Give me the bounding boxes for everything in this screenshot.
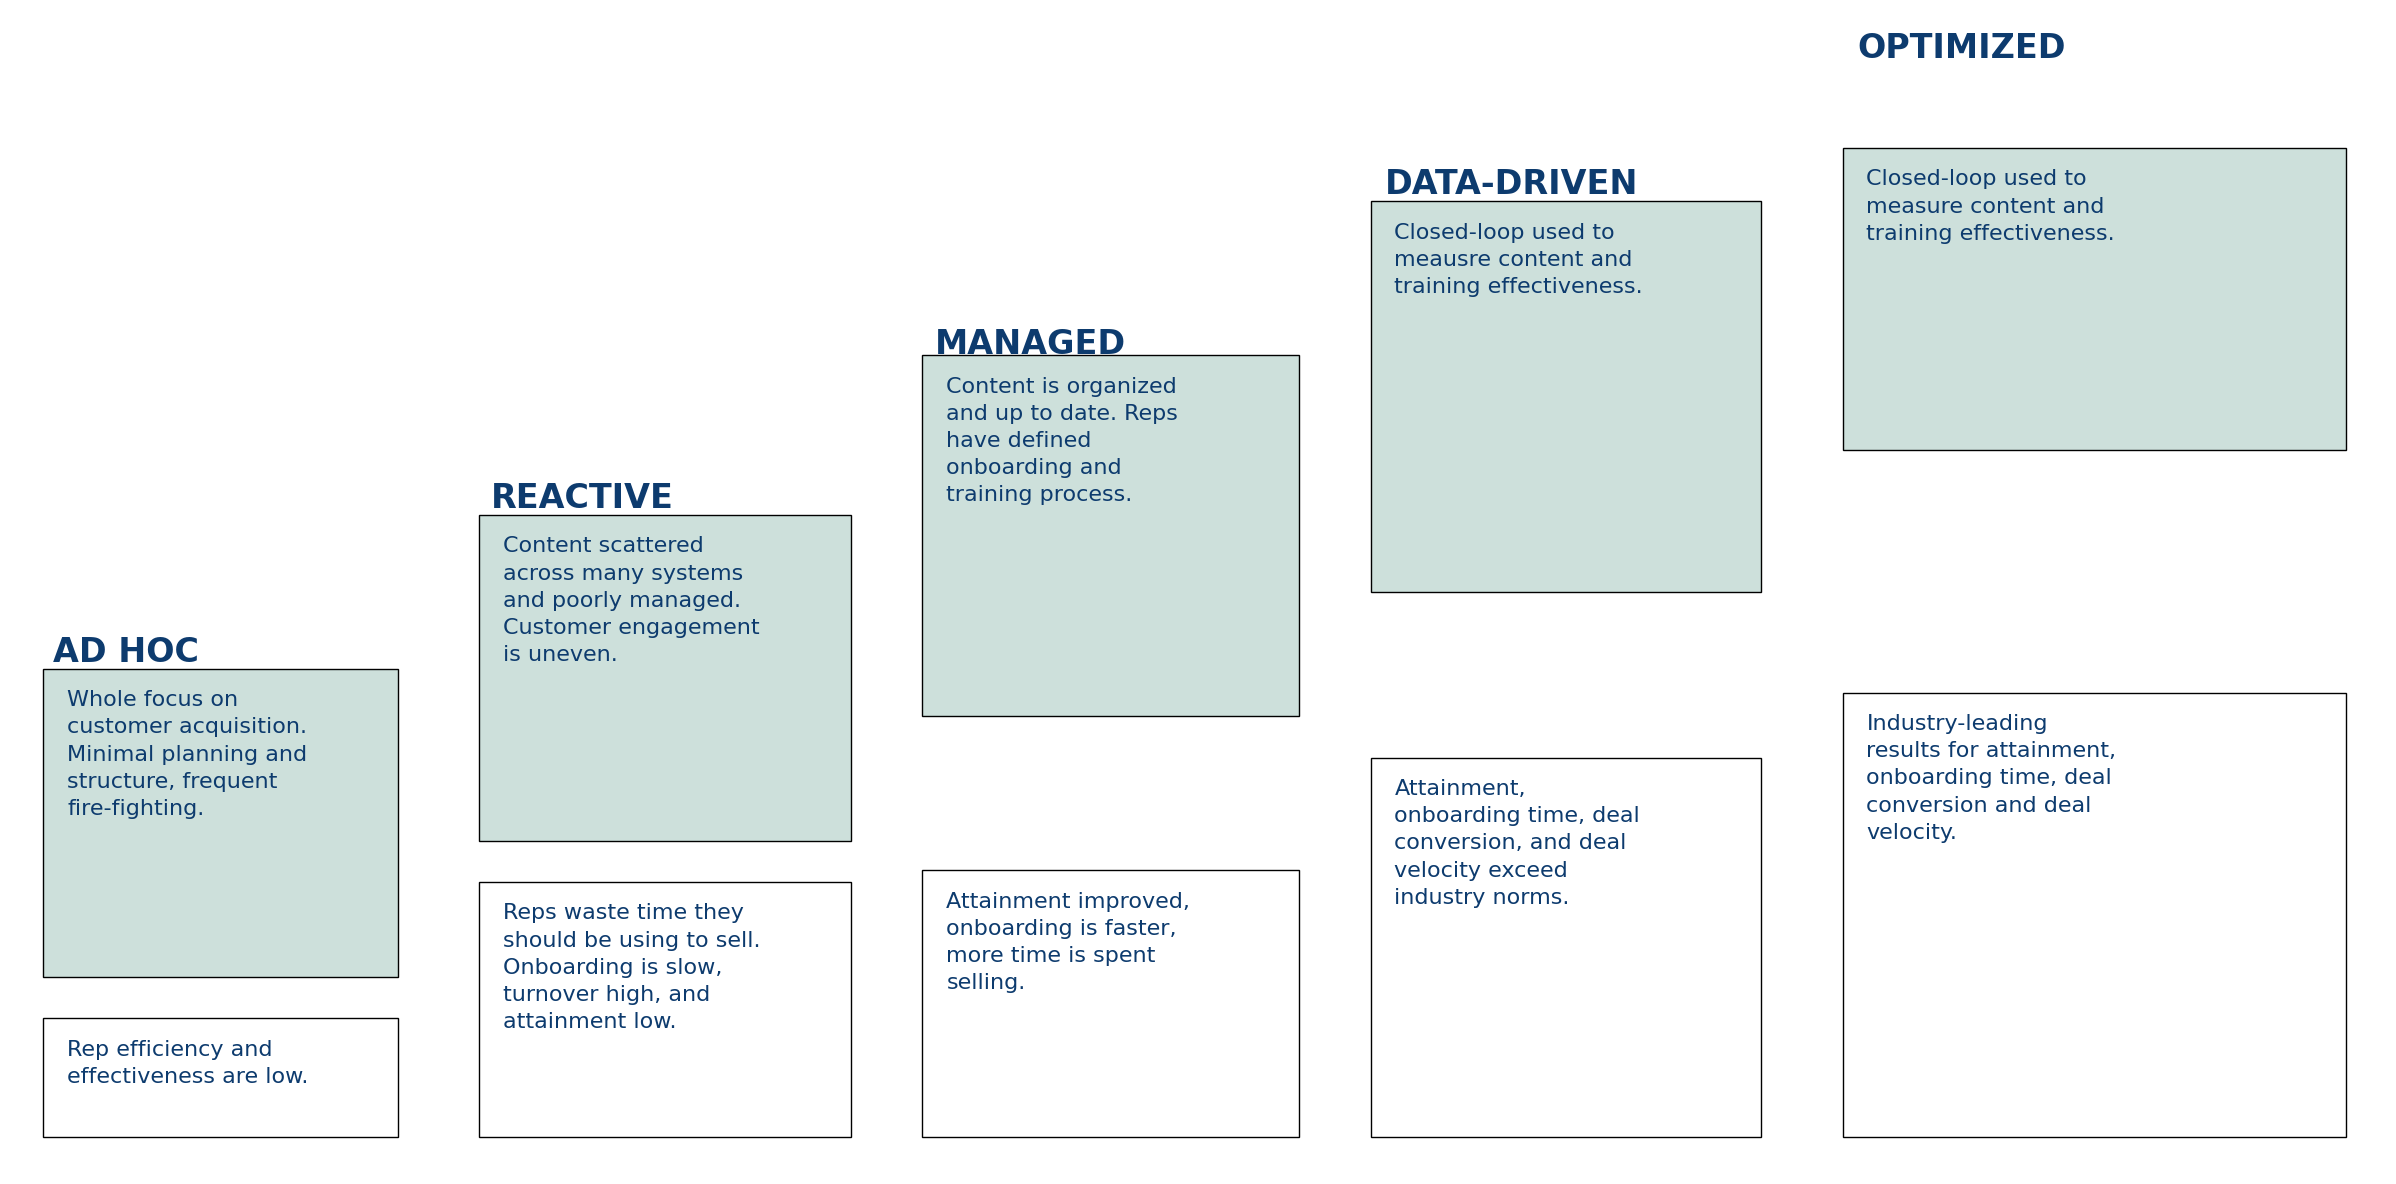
FancyBboxPatch shape	[922, 870, 1299, 1137]
Text: Content scattered
across many systems
and poorly managed.
Customer engagement
is: Content scattered across many systems an…	[503, 536, 760, 665]
Text: Reps waste time they
should be using to sell.
Onboarding is slow,
turnover high,: Reps waste time they should be using to …	[503, 903, 760, 1032]
Text: OPTIMIZED: OPTIMIZED	[1857, 32, 2065, 65]
FancyBboxPatch shape	[1843, 693, 2346, 1137]
FancyBboxPatch shape	[1843, 148, 2346, 450]
Text: Attainment,
onboarding time, deal
conversion, and deal
velocity exceed
industry : Attainment, onboarding time, deal conver…	[1394, 779, 1641, 908]
Text: Industry-leading
results for attainment,
onboarding time, deal
conversion and de: Industry-leading results for attainment,…	[1866, 714, 2116, 843]
FancyBboxPatch shape	[922, 355, 1299, 716]
Text: AD HOC: AD HOC	[53, 636, 199, 669]
Text: Rep efficiency and
effectiveness are low.: Rep efficiency and effectiveness are low…	[67, 1040, 309, 1087]
FancyBboxPatch shape	[43, 1018, 398, 1137]
Text: Attainment improved,
onboarding is faster,
more time is spent
selling.: Attainment improved, onboarding is faste…	[946, 892, 1191, 993]
FancyBboxPatch shape	[479, 515, 851, 841]
Text: Whole focus on
customer acquisition.
Minimal planning and
structure, frequent
fi: Whole focus on customer acquisition. Min…	[67, 690, 307, 819]
Text: Closed-loop used to
meausre content and
training effectiveness.: Closed-loop used to meausre content and …	[1394, 223, 1644, 297]
Text: Closed-loop used to
measure content and
training effectiveness.: Closed-loop used to measure content and …	[1866, 169, 2116, 244]
Text: MANAGED: MANAGED	[934, 328, 1126, 361]
Text: Content is organized
and up to date. Reps
have defined
onboarding and
training p: Content is organized and up to date. Rep…	[946, 377, 1179, 506]
FancyBboxPatch shape	[43, 669, 398, 977]
Text: DATA-DRIVEN: DATA-DRIVEN	[1385, 168, 1639, 201]
FancyBboxPatch shape	[1371, 758, 1761, 1137]
FancyBboxPatch shape	[1371, 201, 1761, 592]
FancyBboxPatch shape	[479, 882, 851, 1137]
Text: REACTIVE: REACTIVE	[491, 482, 673, 515]
